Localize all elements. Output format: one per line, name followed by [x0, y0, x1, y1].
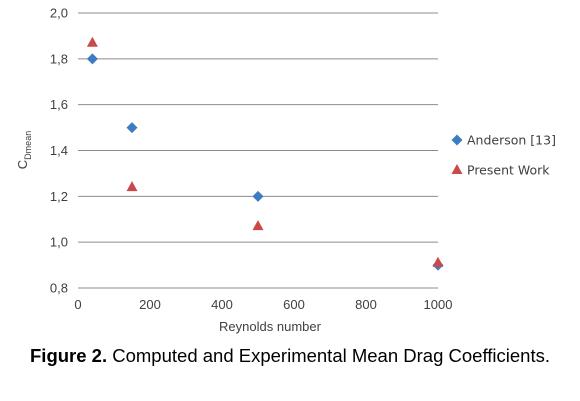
- present-work-point: [252, 220, 264, 231]
- data-points: [86, 36, 444, 271]
- gridlines: [78, 12, 438, 289]
- figure-caption: Figure 2. Computed and Experimental Mean…: [0, 344, 580, 368]
- legend-marker-1: [451, 164, 463, 174]
- x-tick-label: 600: [283, 297, 305, 312]
- present-work-point: [86, 36, 98, 47]
- y-tick-label: 1,4: [50, 143, 68, 158]
- x-axis-title: Reynolds number: [219, 319, 322, 334]
- y-tick-label: 1,8: [50, 51, 68, 66]
- x-tick-label: 400: [211, 297, 233, 312]
- drag-coefficient-chart: 0,81,01,21,41,61,82,0 0 200 400 600 800 1000 …: [15, 6, 556, 335]
- y-axis-title: CDmean: [15, 131, 33, 169]
- anderson-point: [252, 190, 264, 202]
- y-tick-label: 0,8: [50, 281, 68, 296]
- x-tick-label: 1000: [424, 297, 453, 312]
- x-tick-label: 200: [139, 297, 161, 312]
- present-work-point: [432, 256, 444, 267]
- y-tick-label: 2,0: [50, 6, 68, 21]
- y-tick-label: 1,2: [50, 189, 68, 204]
- anderson-point: [126, 122, 138, 134]
- legend-label-1: Present Work: [467, 163, 550, 178]
- x-tick-label: 800: [355, 297, 377, 312]
- figure-caption-text: Computed and Experimental Mean Drag Coef…: [107, 345, 550, 366]
- x-tick-labels: 0 200 400 600 800 1000: [74, 297, 452, 312]
- legend-label-0: Anderson [13]: [467, 133, 556, 148]
- y-tick-labels: 0,8 1,0 1,2 1,4 1,6 1,8 2,0: [50, 6, 68, 296]
- x-tick-label: 0: [74, 297, 81, 312]
- legend-marker-0: [451, 134, 463, 146]
- legend: Anderson [13] Present Work: [451, 133, 556, 178]
- y-tick-label: 1,0: [50, 235, 68, 250]
- present-work-point: [126, 181, 138, 192]
- figure-label: Figure 2.: [30, 345, 108, 366]
- anderson-point: [86, 53, 98, 65]
- y-tick-label: 1,6: [50, 97, 68, 112]
